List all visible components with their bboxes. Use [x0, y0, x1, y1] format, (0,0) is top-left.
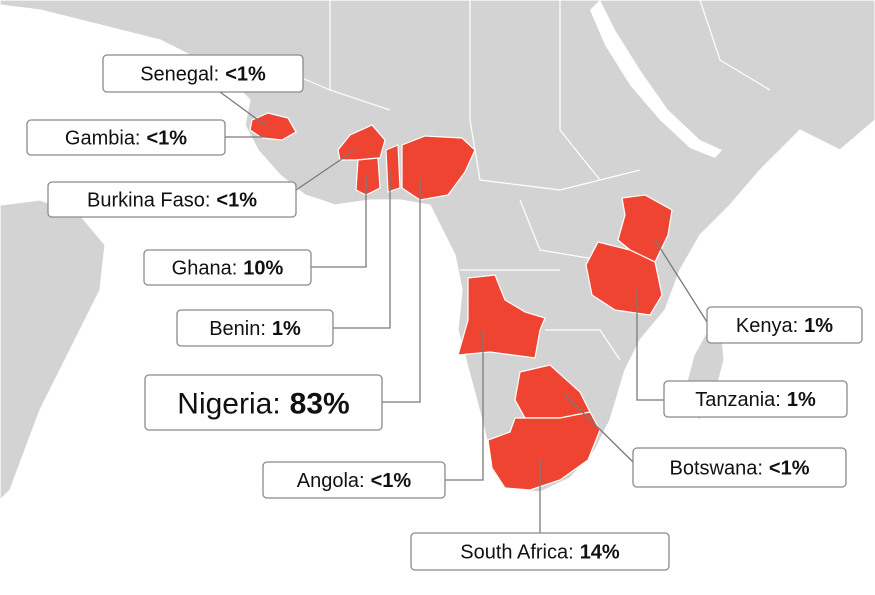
- red-sea: [590, 0, 722, 158]
- country-name: Senegal:: [140, 64, 219, 86]
- label-box: [262, 461, 446, 499]
- label-text: Tanzania: 1%: [695, 389, 816, 411]
- share-value: <1%: [225, 64, 266, 86]
- country-name: Botswana:: [670, 458, 763, 480]
- label-box: [26, 119, 226, 156]
- callout: Benin: 1%: [176, 170, 391, 347]
- country-name: Nigeria:: [177, 387, 280, 420]
- label-box: [143, 249, 312, 286]
- callout: Botswana: <1%: [564, 394, 847, 488]
- label-box: [47, 181, 297, 218]
- label-text: Benin: 1%: [209, 318, 301, 340]
- share-value: 1%: [787, 389, 816, 411]
- leader-line: [636, 290, 664, 401]
- label-text: Kenya: 1%: [736, 315, 833, 337]
- share-value: <1%: [147, 128, 188, 150]
- share-value: 1%: [804, 315, 833, 337]
- share-value: <1%: [371, 470, 412, 492]
- label-text: Burkina Faso: <1%: [87, 190, 257, 212]
- country-name: South Africa:: [460, 542, 573, 564]
- label-box: [176, 309, 334, 347]
- callout: Tanzania: 1%: [636, 290, 848, 418]
- burkina-faso: [337, 124, 386, 161]
- callout: South Africa: 14%: [410, 460, 670, 571]
- highlighted-countries: [249, 112, 673, 491]
- country-name: Benin:: [209, 318, 266, 340]
- label-box: [144, 374, 383, 431]
- leader-line: [295, 149, 356, 191]
- leader-line: [219, 91, 266, 126]
- callout: Senegal: <1%: [102, 54, 304, 126]
- share-value: 10%: [243, 258, 283, 280]
- angola: [457, 274, 546, 359]
- share-value: <1%: [216, 190, 257, 212]
- south-america: [0, 199, 106, 501]
- leader-line: [445, 330, 484, 481]
- label-box: [663, 380, 848, 418]
- label-text: South Africa: 14%: [460, 542, 620, 564]
- country-name: Burkina Faso:: [87, 190, 210, 212]
- labels: Senegal: <1% Gambia: <1% Burkina Faso: <1% Gha…: [26, 54, 863, 571]
- label-text: Ghana: 10%: [172, 258, 284, 280]
- leader-line: [654, 239, 708, 323]
- leader-line: [333, 170, 391, 329]
- country-name: Ghana:: [172, 258, 238, 280]
- senegal: [249, 112, 297, 141]
- callout: Angola: <1%: [262, 330, 484, 499]
- country-name: Kenya:: [736, 315, 798, 337]
- tanzania: [585, 241, 663, 316]
- leader-line: [564, 394, 634, 463]
- label-box: [102, 54, 304, 93]
- benin: [385, 144, 401, 193]
- callout: Ghana: 10%: [143, 175, 367, 286]
- label-text: Angola: <1%: [297, 470, 412, 492]
- callout: Kenya: 1%: [654, 239, 863, 344]
- callout: Gambia: <1%: [26, 119, 265, 156]
- country-name: Tanzania:: [695, 389, 781, 411]
- label-text: Botswana: <1%: [670, 458, 810, 480]
- label-box: [706, 306, 863, 344]
- label-text: Gambia: <1%: [65, 128, 187, 150]
- share-value: <1%: [769, 458, 810, 480]
- country-name: Angola:: [297, 470, 365, 492]
- share-value: 1%: [272, 318, 301, 340]
- south-africa: [487, 411, 601, 491]
- callout: Nigeria: 83%: [144, 180, 421, 431]
- share-value: 14%: [580, 542, 620, 564]
- leader-line: [311, 175, 367, 268]
- label-box: [410, 532, 670, 571]
- country-name: Gambia:: [65, 128, 141, 150]
- ghana: [355, 157, 381, 196]
- label-box: [632, 447, 847, 488]
- share-value: 83%: [290, 387, 350, 420]
- label-text: Senegal: <1%: [140, 64, 266, 86]
- leader-line: [382, 180, 421, 403]
- callout: Burkina Faso: <1%: [47, 149, 356, 218]
- label-text: Nigeria: 83%: [177, 387, 349, 420]
